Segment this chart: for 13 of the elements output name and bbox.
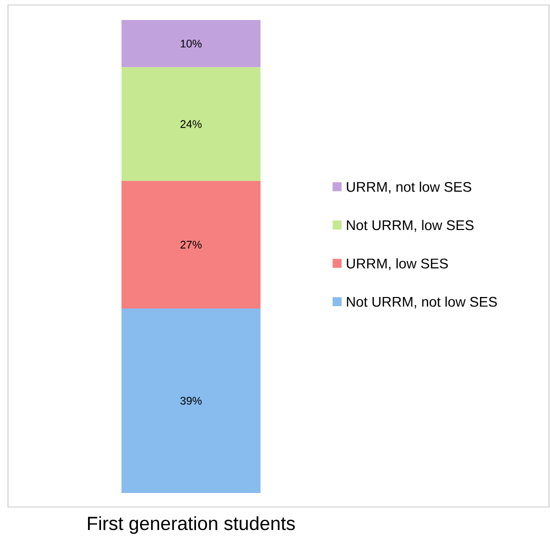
bar bbox=[122, 67, 261, 181]
bar bbox=[122, 20, 261, 68]
data-label: 24% bbox=[180, 120, 202, 128]
bar bbox=[122, 180, 261, 309]
legend-label: URRM, not low SES bbox=[346, 182, 472, 194]
data-label: 10% bbox=[180, 40, 202, 48]
legend-label: Not URRM, not low SES bbox=[346, 296, 497, 308]
data-label: 39% bbox=[180, 396, 202, 405]
data-label: 27% bbox=[180, 240, 202, 249]
legend-label: Not URRM, low SES bbox=[346, 220, 474, 232]
bar bbox=[122, 308, 261, 493]
x-tick-label: First generation students bbox=[88, 516, 295, 534]
legend-label: URRM, low SES bbox=[346, 258, 448, 270]
